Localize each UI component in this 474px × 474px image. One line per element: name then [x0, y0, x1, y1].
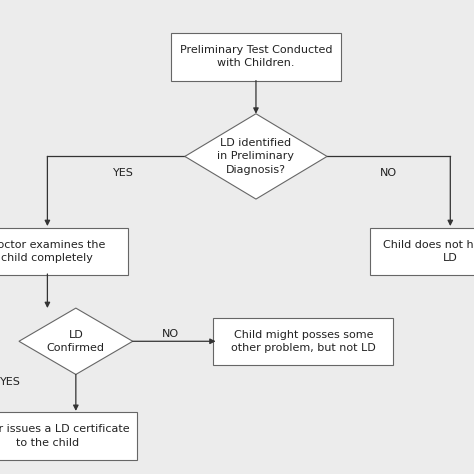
FancyBboxPatch shape [171, 33, 341, 81]
Text: NO: NO [380, 168, 397, 178]
FancyBboxPatch shape [370, 228, 474, 275]
Text: YES: YES [113, 168, 134, 178]
Polygon shape [185, 114, 327, 199]
Text: LD identified
in Preliminary
Diagnosis?: LD identified in Preliminary Diagnosis? [218, 138, 294, 174]
Text: Preliminary Test Conducted
with Children.: Preliminary Test Conducted with Children… [180, 46, 332, 68]
FancyBboxPatch shape [0, 412, 137, 460]
Text: NO: NO [162, 329, 179, 339]
Text: LD
Confirmed: LD Confirmed [47, 330, 105, 353]
FancyBboxPatch shape [0, 228, 128, 275]
Text: Doctor issues a LD certificate
to the child: Doctor issues a LD certificate to the ch… [0, 425, 129, 447]
Text: YES: YES [0, 376, 21, 387]
Text: Child might posses some
other problem, but not LD: Child might posses some other problem, b… [231, 330, 376, 353]
Text: Child does not have any
LD: Child does not have any LD [383, 240, 474, 263]
FancyBboxPatch shape [213, 318, 393, 365]
Polygon shape [19, 308, 133, 374]
Text: Doctor examines the
child completely: Doctor examines the child completely [0, 240, 106, 263]
